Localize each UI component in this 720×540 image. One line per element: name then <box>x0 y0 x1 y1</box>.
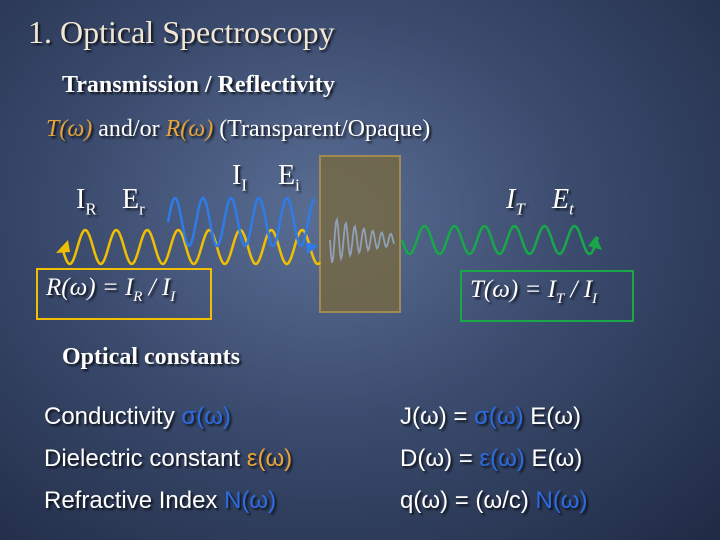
transmitted-arrow-icon <box>588 236 602 250</box>
reflected-arrow-icon <box>56 240 70 253</box>
subtitle: Transmission / Reflectivity <box>62 72 335 98</box>
equation-displacement: D(ω) = ε(ω) E(ω) <box>400 445 583 472</box>
constants-list: Conductivity σ(ω) Dielectric constant ε(… <box>44 396 292 522</box>
sample-block <box>319 155 401 313</box>
optical-constants-heading: Optical constants <box>62 344 241 370</box>
incident-intensity-label: II <box>232 160 247 195</box>
transmission-formula-box: T(ω) = IT / II <box>460 270 634 322</box>
t-omega: T(ω) <box>46 116 93 142</box>
incident-field-label: Ei <box>278 160 300 195</box>
equation-current: J(ω) = σ(ω) E(ω) <box>400 403 582 430</box>
transmitted-wave <box>400 224 600 256</box>
r-omega: R(ω) <box>165 116 214 142</box>
incident-arrow-icon <box>306 242 318 254</box>
reflectivity-formula-box: R(ω) = IR / II <box>36 268 212 320</box>
transmitted-intensity-label: IT <box>506 184 525 219</box>
incident-wave <box>166 196 316 248</box>
reflected-field-label: Er <box>122 184 145 219</box>
and-or-text: and/or <box>98 116 160 142</box>
slide-title: 1. Optical Spectroscopy <box>28 14 335 50</box>
reflected-wave <box>60 228 321 266</box>
transmitted-field-label: Et <box>552 184 574 219</box>
reflected-intensity-label: IR <box>76 184 97 219</box>
equation-wavevector: q(ω) = (ω/c) N(ω) <box>400 487 588 514</box>
constant-row-conductivity: Conductivity σ(ω) <box>44 403 231 430</box>
constant-row-refractive: Refractive Index N(ω) <box>44 487 277 514</box>
transparent-opaque-text: (Transparent/Opaque) <box>219 116 431 142</box>
constant-row-dielectric: Dielectric constant ε(ω) <box>44 445 293 472</box>
inner-wave <box>329 216 395 263</box>
constants-equations: J(ω) = σ(ω) E(ω) D(ω) = ε(ω) E(ω) q(ω) =… <box>400 396 588 522</box>
transmission-reflectivity-line: T(ω) and/or R(ω) (Transparent/Opaque) <box>46 116 430 143</box>
